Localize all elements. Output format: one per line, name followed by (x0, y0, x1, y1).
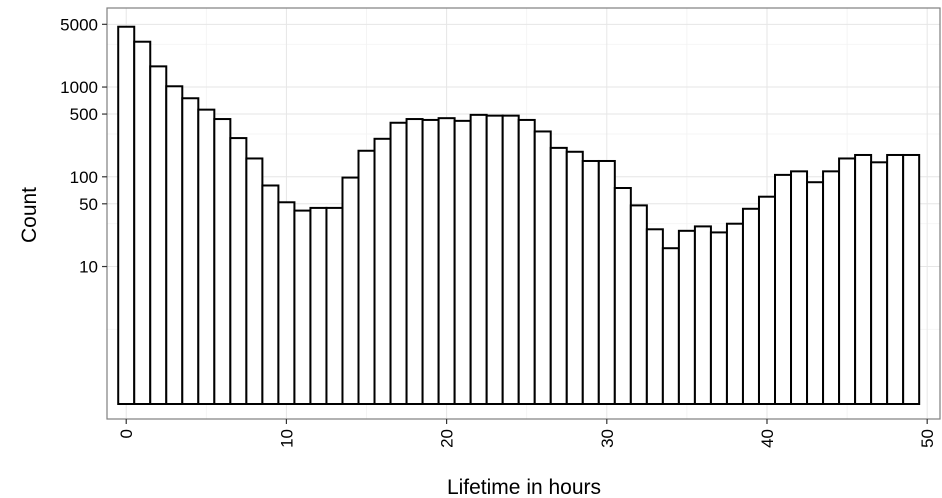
bar (133, 40, 152, 405)
x-tick-label: 40 (758, 429, 777, 448)
bars (117, 25, 921, 406)
y-tick-label: 1000 (60, 78, 98, 97)
bar (117, 25, 136, 405)
bar (565, 150, 584, 405)
y-axis: 10 50 100 500 1000 5000 (60, 15, 107, 277)
bar (261, 184, 280, 405)
bar (245, 157, 264, 405)
x-tick-label: 20 (438, 429, 457, 448)
bar (357, 149, 376, 405)
bar (838, 157, 857, 405)
bar (677, 229, 696, 405)
bar (501, 114, 520, 405)
bar (325, 206, 344, 405)
bar (790, 170, 809, 405)
bar (469, 113, 488, 406)
y-tick-label: 500 (70, 105, 98, 124)
bar (645, 228, 664, 405)
bar (757, 195, 777, 405)
bar (709, 231, 728, 405)
bar (453, 119, 472, 405)
bar (213, 118, 232, 406)
panel-border (106, 7, 941, 420)
bar (822, 170, 841, 405)
y-tick-label: 10 (79, 258, 98, 277)
bar (197, 108, 216, 405)
bar (229, 137, 248, 405)
x-tick-label: 10 (277, 429, 296, 448)
bar (533, 130, 552, 406)
bar (854, 153, 873, 405)
x-axis: 0 10 20 30 40 50 (117, 419, 937, 448)
y-tick-label: 100 (70, 168, 98, 187)
bar (774, 173, 793, 405)
y-axis-title: Count (18, 187, 41, 243)
x-tick-label: 50 (918, 429, 937, 448)
x-axis-title: Lifetime in hours (447, 476, 601, 498)
bar (581, 159, 600, 405)
bar (165, 85, 184, 405)
bar (149, 65, 168, 405)
bar (389, 121, 408, 405)
bar (870, 161, 889, 405)
bar (613, 187, 632, 405)
bar (741, 207, 760, 405)
x-tick-label: 0 (117, 429, 136, 438)
bar (549, 146, 568, 405)
bar (293, 209, 312, 405)
bar (309, 206, 328, 405)
bar (806, 181, 825, 405)
bar (693, 225, 712, 405)
bar (277, 201, 296, 405)
bar (405, 118, 424, 406)
bar (661, 247, 680, 405)
bar (485, 114, 504, 405)
bar (437, 117, 456, 405)
bar (902, 153, 921, 405)
y-tick-label: 50 (79, 195, 98, 214)
bar (597, 159, 616, 405)
x-tick-label: 30 (598, 429, 617, 448)
bar (341, 176, 360, 405)
bar (886, 153, 905, 405)
y-tick-label: 5000 (60, 15, 98, 34)
bar (725, 222, 744, 405)
bar (517, 118, 536, 405)
bar (421, 118, 440, 405)
bar (181, 97, 200, 406)
bar (373, 137, 392, 405)
bar (629, 204, 648, 405)
